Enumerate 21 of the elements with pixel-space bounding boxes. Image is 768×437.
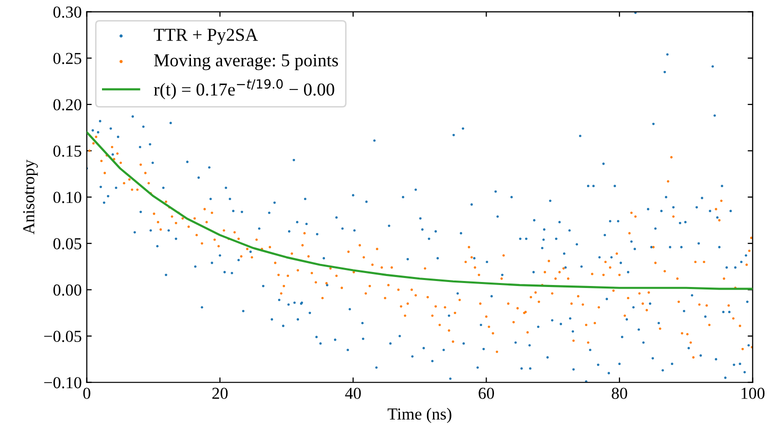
x-tick-label: 0 — [83, 388, 90, 399]
x-tick-label: 40 — [345, 388, 361, 399]
y-tick-label: −0.05 — [44, 330, 82, 342]
x-tick-label: 20 — [212, 388, 228, 399]
y-tick-label: 0.00 — [53, 284, 82, 296]
x-tick-label: 60 — [478, 388, 494, 399]
y-tick-label: 0.20 — [53, 99, 82, 110]
y-tick-label: 0.05 — [53, 238, 82, 250]
legend-label: TTR + Py2SA — [154, 28, 258, 45]
x-tick-label: 100 — [742, 388, 765, 399]
y-tick-label: 0.30 — [53, 6, 82, 18]
y-tick-label: 0.10 — [53, 192, 82, 204]
x-axis-title: Time (ns) — [388, 408, 452, 424]
y-axis-title: Anisotropy — [23, 160, 38, 234]
x-tick-label: 80 — [612, 388, 628, 399]
y-tick-label: 0.25 — [53, 52, 82, 64]
legend-label: r(t) = 0.17e$^{−t/19.0}$ − 0.00 — [154, 79, 334, 100]
y-tick-label: 0.15 — [53, 145, 82, 157]
y-tick-label: −0.10 — [44, 377, 82, 388]
line-series — [86, 131, 753, 290]
legend-label: Moving average: 5 points — [154, 54, 338, 70]
